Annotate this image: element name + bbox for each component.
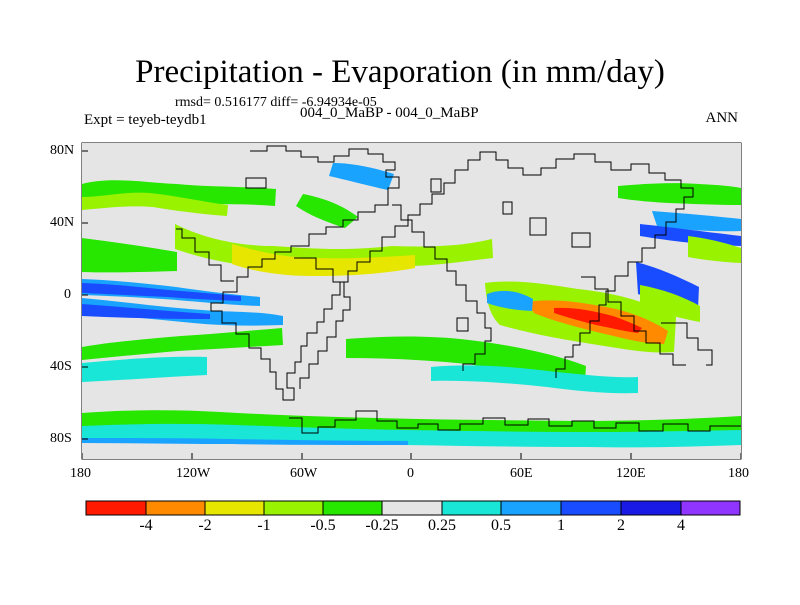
colorbar (85, 500, 741, 516)
stats-text: rmsd= 0.516177 diff= -6.94934e-05 (175, 95, 377, 110)
small-island-outline-3 (529, 217, 547, 236)
colorbar-label-5: -0.25 (365, 517, 399, 534)
colorbar-swatch-11 (680, 500, 741, 516)
northern-pacific-light-green-band (82, 192, 228, 216)
southern-ocean-blue-line (82, 438, 408, 445)
northwest-pacific-dark-blue-band (640, 224, 741, 246)
small-island-outline-1 (430, 178, 442, 193)
southern-ocean-green-band (82, 410, 741, 438)
global-coastline (210, 145, 694, 401)
northwest-pacific-blue-band (652, 211, 741, 232)
lon-label-180-left: 180 (70, 466, 91, 481)
maritime-continent-green-patch (640, 285, 700, 322)
colorbar-swatch-7 (441, 500, 502, 516)
indian-ocean-coast (581, 276, 686, 366)
colorbar-label-7: 0.5 (491, 517, 511, 534)
colorbar-label-9: 2 (617, 517, 625, 534)
northwest-pacific-green-band (618, 183, 741, 205)
field-layer (82, 143, 741, 459)
north-america-west-coast (176, 228, 234, 282)
lon-label-120e: 120E (616, 466, 646, 481)
colorbar-label-8: 1 (557, 517, 565, 534)
colorbar-label-10: 4 (677, 517, 685, 534)
colorbar-swatch-9 (560, 500, 622, 516)
experiment-label: Expt = teyeb-teydb1 (84, 112, 207, 128)
south-equatorial-blue-band (82, 298, 283, 326)
antarctica-coast (289, 410, 741, 434)
south-equatorial-dark-blue-line (82, 304, 210, 319)
lat-label-40s: 40S (50, 359, 72, 374)
small-island-outline-4 (571, 232, 591, 248)
lat-lon-ticks (81, 150, 742, 459)
colorbar-swatch-10 (620, 500, 682, 516)
colorbar-label-1: -4 (139, 517, 153, 534)
lat-label-80n: 80N (50, 143, 75, 158)
colorbar-swatch-3 (204, 500, 265, 516)
equatorial-pacific-dark-blue-band (82, 283, 241, 301)
south-pacific-cyan-band (82, 356, 207, 382)
tropical-pacific-green-band (82, 238, 177, 273)
colorbar-swatch-8 (500, 500, 562, 516)
north-atlantic-blue-patch (329, 163, 394, 190)
colorbar-swatch-6 (381, 500, 443, 516)
lon-label-60w: 60W (290, 466, 318, 481)
lon-label-120w: 120W (176, 466, 211, 481)
lon-label-180-right: 180 (728, 466, 749, 481)
lat-label-40n: 40N (50, 215, 75, 230)
page-title: Precipitation - Evaporation (in mm/day) (135, 54, 665, 90)
colorbar-label-6: 0.25 (428, 517, 456, 534)
lat-label-80s: 80S (50, 431, 72, 446)
lon-label-60e: 60E (510, 466, 533, 481)
colorbar-swatch-4 (263, 500, 324, 516)
colorbar-swatch-1 (85, 500, 147, 516)
indian-ocean-red-core (554, 307, 642, 333)
lon-label-0: 0 (407, 466, 414, 481)
colorbar-label-2: -2 (198, 517, 212, 534)
coastline-layer (176, 145, 741, 434)
south-pacific-green-band (82, 328, 283, 360)
tropical-north-yellow-patch (232, 244, 415, 276)
hudson-bay-outline (245, 177, 267, 189)
small-island-outline-2 (502, 201, 513, 215)
west-indian-blue-patch (487, 290, 533, 311)
africa-coast (392, 204, 492, 371)
southern-ocean-cyan-band (82, 423, 741, 448)
south-indian-cyan-band (431, 365, 638, 394)
colorbar-label-4: -0.5 (310, 517, 336, 534)
case-label: 004_0_MaBP - 004_0_MaBP (300, 105, 479, 121)
lat-label-0: 0 (64, 287, 71, 302)
australia-coast (661, 322, 713, 366)
season-label: ANN (705, 110, 739, 126)
colorbar-swatch-5 (322, 500, 383, 516)
south-america-east-coast (294, 257, 351, 389)
small-island-outline-5 (456, 317, 469, 332)
colorbar-swatch-2 (145, 500, 206, 516)
northwest-pacific-green-patch (688, 236, 741, 263)
colorbar-label-3: -1 (257, 517, 271, 534)
